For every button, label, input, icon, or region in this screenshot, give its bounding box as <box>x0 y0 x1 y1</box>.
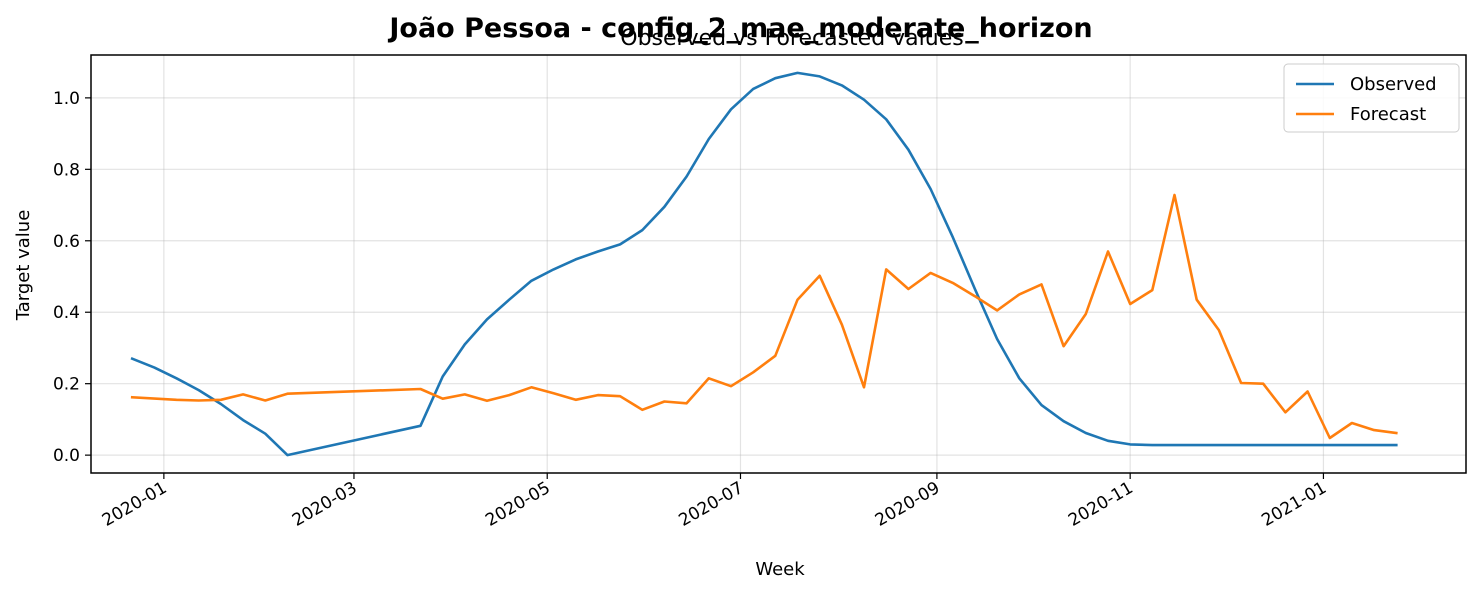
series-lines <box>130 71 1398 457</box>
legend-label-forecast: Forecast <box>1350 104 1426 125</box>
figure-title: João Pessoa - config_2_mae_moderate_hori… <box>387 13 1092 44</box>
grid-lines <box>91 55 1466 473</box>
x-tick-label: 2020-03 <box>289 478 361 531</box>
y-axis-label: Target value <box>13 210 34 322</box>
y-tick-label: 1.0 <box>53 89 80 109</box>
axes-frame <box>90 54 1467 474</box>
x-tick-label: 2020-11 <box>1065 478 1137 531</box>
y-tick-label: 0.2 <box>53 375 80 395</box>
plot-title: Observed vs Forecasted values <box>620 26 963 51</box>
x-axis-label: Week <box>755 559 805 580</box>
x-tick-label: 2020-01 <box>99 478 171 531</box>
x-tick-label: 2020-05 <box>482 478 554 531</box>
x-tick-label: 2020-07 <box>675 478 747 531</box>
x-tick-label: 2021-01 <box>1258 478 1330 531</box>
y-tick-label: 0.4 <box>53 303 80 323</box>
series-line-forecast <box>130 193 1398 440</box>
legend-label-observed: Observed <box>1350 74 1437 95</box>
series-line-observed <box>130 71 1398 457</box>
legend: Observed Forecast <box>1283 63 1460 133</box>
axis-ticks: 0.0 0.2 0.4 0.6 0.8 1.0 2020-01 2020-03 2020-05 2… <box>53 89 1330 531</box>
y-tick-label: 0.8 <box>53 160 80 180</box>
y-tick-label: 0.0 <box>53 446 80 466</box>
x-tick-label: 2020-09 <box>872 478 944 531</box>
y-tick-label: 0.6 <box>53 232 80 252</box>
